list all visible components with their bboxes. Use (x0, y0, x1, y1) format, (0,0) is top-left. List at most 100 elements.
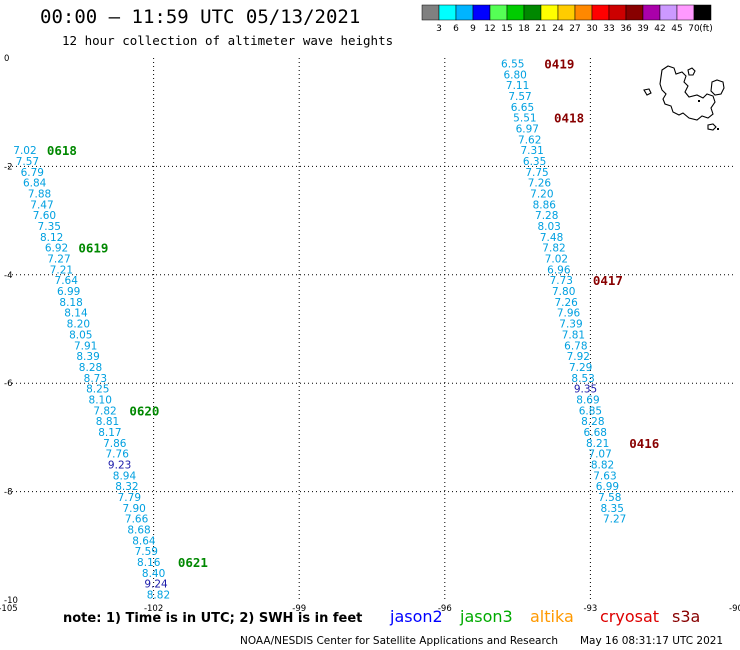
wave-height-point: 8.35 (601, 503, 624, 515)
wave-height-point: 7.60 (33, 210, 56, 222)
wave-height-point: 7.90 (122, 503, 145, 515)
wave-height-point: 7.66 (125, 514, 149, 526)
wave-height-point: 7.26 (554, 297, 578, 309)
colorbar-swatch (540, 4, 559, 21)
satellite-label-jason2: jason2 (390, 607, 443, 626)
wave-height-point: 8.28 (79, 362, 102, 374)
wave-height-point: 8.94 (113, 470, 137, 482)
time-label: 0619 (78, 241, 108, 256)
wave-height-point: 6.96 (547, 264, 571, 276)
wave-height-point: 7.29 (569, 362, 592, 374)
wave-height-point: 6.85 (579, 405, 602, 417)
wave-height-point: 7.26 (528, 178, 552, 190)
wave-height-point: 8.03 (537, 221, 560, 233)
chart-title: 00:00 – 11:59 UTC 05/13/2021 (40, 6, 361, 28)
colorbar-label: 42 (654, 24, 665, 34)
colorbar-swatch (693, 4, 712, 21)
y-tick-label: -8 (4, 488, 12, 498)
wave-height-point: 5.51 (513, 113, 536, 125)
colorbar-swatch (506, 4, 525, 21)
wave-height-point: 8.82 (591, 460, 614, 472)
wave-height-point: 8.28 (581, 416, 604, 428)
grid (8, 58, 736, 600)
wave-height-point: 8.18 (59, 297, 82, 309)
wave-height-point: 7.11 (506, 80, 529, 92)
colorbar-label: 27 (569, 24, 580, 34)
y-tick-label: -10 (4, 596, 18, 606)
colorbar-unit: (ft) (699, 24, 713, 34)
colorbar-swatch (455, 4, 474, 21)
wave-height-point: 6.78 (564, 340, 587, 352)
wave-height-point: 7.63 (593, 470, 616, 482)
colorbar-label: 12 (484, 24, 495, 34)
colorbar: 3 6 9 12 15 18 21 24 27 30 33 36 39 42 45 70 (ft) (421, 4, 713, 34)
colorbar-label: 70 (688, 24, 700, 34)
colorbar-label: 24 (552, 24, 564, 34)
wave-height-point: 7.28 (535, 210, 558, 222)
wave-height-point: 8.14 (64, 308, 88, 320)
colorbar-swatch (591, 4, 610, 21)
colorbar-swatch (625, 4, 644, 21)
wave-height-point: 7.96 (557, 308, 581, 320)
chart-subtitle: 12 hour collection of altimeter wave hei… (62, 33, 394, 48)
footer-timestamp: May 16 08:31:17 UTC 2021 (580, 635, 724, 647)
colorbar-swatch (472, 4, 491, 21)
x-tick-label: -96 (438, 604, 452, 614)
time-label: 0418 (554, 111, 584, 126)
colorbar-swatch (557, 4, 576, 21)
wave-height-point: 6.92 (45, 243, 68, 255)
wave-height-point: 7.31 (520, 145, 543, 157)
colorbar-label: 33 (603, 24, 614, 34)
wave-height-point: 8.73 (84, 373, 107, 385)
satellite-label-altika: altika (530, 607, 574, 626)
islet (698, 100, 700, 102)
wave-height-point: 8.32 (115, 481, 138, 493)
footer-credit: NOAA/NESDIS Center for Satellite Applica… (240, 635, 558, 647)
wave-height-point: 7.48 (540, 232, 563, 244)
wave-height-point: 7.59 (135, 546, 158, 558)
wave-height-point: 6.79 (21, 167, 44, 179)
colorbar-label: 15 (501, 24, 512, 34)
colorbar-swatch (489, 4, 508, 21)
island-outline (710, 79, 725, 96)
time-labels: 0618 0619 0620 0621 0419 0418 0417 0416 (47, 56, 660, 570)
wave-height-point: 7.76 (106, 449, 130, 461)
wave-height-point: 7.92 (567, 351, 590, 363)
wave-height-point: 7.35 (38, 221, 61, 233)
wave-height-point: 8.53 (571, 373, 594, 385)
wave-height-point: 8.81 (96, 416, 119, 428)
wave-height-point: 7.86 (103, 438, 127, 450)
wave-height-point: 8.21 (586, 438, 609, 450)
wave-height-point: 8.86 (533, 199, 557, 211)
x-tick-label: -105 (0, 604, 18, 614)
time-label: 0416 (629, 436, 659, 451)
colorbar-swatch (421, 4, 440, 21)
wave-height-point: 7.79 (118, 492, 141, 504)
wave-height-point: 7.75 (525, 167, 548, 179)
time-label: 0417 (593, 273, 623, 288)
wave-height-point: 9.35 (574, 384, 597, 396)
wave-height-point: 7.80 (552, 286, 575, 298)
wave-height-point: 6.35 (523, 156, 546, 168)
colorbar-swatch (642, 4, 661, 21)
wave-height-point: 8.39 (76, 351, 99, 363)
island-outline (643, 88, 652, 96)
colorbar-swatch (659, 4, 678, 21)
colorbar-label: 9 (470, 24, 476, 34)
wave-height-point: 8.25 (86, 384, 109, 396)
wave-height-point: 8.82 (147, 590, 170, 602)
x-tick-label: -102 (144, 604, 163, 614)
colorbar-label: 18 (518, 24, 530, 34)
wave-height-point: 7.02 (13, 145, 36, 157)
wave-height-point: 8.17 (98, 427, 121, 439)
wave-height-point: 6.99 (596, 481, 619, 493)
wave-height-point: 8.10 (89, 394, 112, 406)
time-label: 0621 (178, 555, 208, 570)
colorbar-label: 30 (586, 24, 598, 34)
colorbar-label: 45 (671, 24, 682, 34)
land-outline (643, 65, 725, 131)
wave-height-point: 7.57 (16, 156, 39, 168)
wave-height-point: 7.82 (93, 405, 116, 417)
time-label: 0620 (129, 403, 159, 418)
wave-height-point: 7.27 (603, 514, 626, 526)
